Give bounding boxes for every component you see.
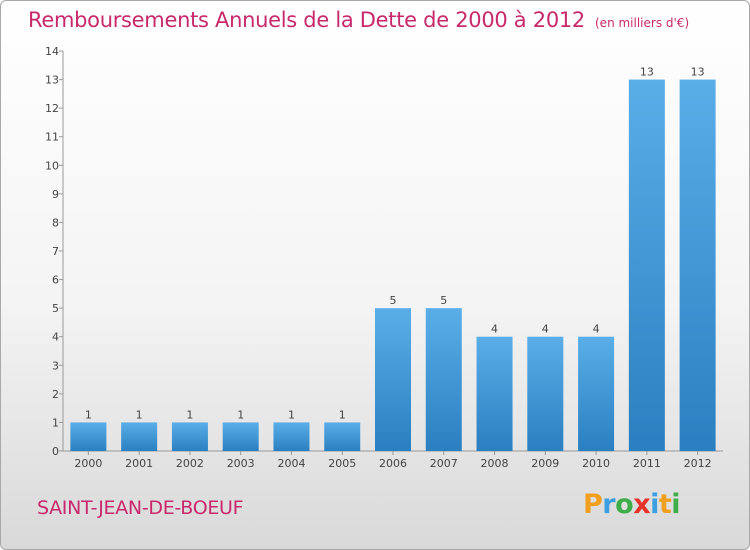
y-tick-label: 10: [45, 159, 59, 172]
bar-2009: [527, 336, 564, 451]
y-tick-label: 8: [52, 216, 59, 229]
x-tick-label: 2001: [125, 457, 153, 470]
y-tick-label: 6: [52, 274, 59, 287]
bar-value-label: 1: [85, 408, 92, 421]
town-name: SAINT-JEAN-DE-BOEUF: [37, 497, 244, 519]
bar-2012: [679, 79, 716, 452]
bar-2000: [70, 422, 107, 451]
chart-title: Remboursements Annuels de la Dette de 20…: [28, 8, 689, 32]
y-tick-label: 9: [52, 188, 59, 201]
x-tick-label: 2009: [531, 457, 559, 470]
bar-2004: [273, 422, 310, 451]
logo-letter: P: [583, 489, 603, 520]
bar-2005: [324, 422, 361, 451]
x-tick-label: 2000: [74, 457, 102, 470]
y-tick-label: 5: [52, 302, 59, 315]
bar-value-label: 5: [440, 294, 447, 307]
logo-letter: o: [615, 489, 634, 520]
x-tick-label: 2008: [481, 457, 509, 470]
logo-letter: r: [602, 489, 616, 520]
bar-value-label: 1: [136, 408, 143, 421]
bar-2002: [171, 422, 208, 451]
bar-value-label: 1: [237, 408, 244, 421]
bar-2006: [375, 308, 411, 451]
x-tick-label: 2007: [430, 457, 458, 470]
bar-value-label: 4: [491, 323, 498, 336]
x-tick-label: 2003: [227, 457, 255, 470]
bar-value-label: 13: [640, 66, 654, 79]
chart-title-text: Remboursements Annuels de la Dette de 20…: [28, 8, 585, 32]
y-tick-label: 13: [45, 74, 59, 87]
bar-2003: [222, 422, 259, 451]
y-tick-label: 1: [52, 416, 59, 429]
bar-2001: [121, 422, 158, 451]
bar-value-label: 4: [593, 323, 600, 336]
y-tick-label: 11: [45, 131, 59, 144]
bar-value-label: 4: [542, 323, 549, 336]
bar-value-label: 1: [339, 408, 346, 421]
y-tick-label: 2: [52, 388, 59, 401]
y-tick-label: 3: [52, 359, 59, 372]
y-tick-label: 0: [52, 445, 59, 458]
bar-2010: [578, 336, 615, 451]
x-tick-label: 2012: [684, 457, 712, 470]
logo-letter: t: [658, 489, 672, 520]
logo-letter: i: [650, 489, 659, 520]
chart-subtitle: (en milliers d'€): [595, 16, 690, 30]
y-tick-label: 14: [45, 45, 59, 58]
x-tick-label: 2005: [328, 457, 356, 470]
logo-letter: i: [671, 489, 681, 520]
y-tick-label: 7: [52, 245, 59, 258]
y-tick-label: 4: [52, 331, 59, 344]
x-tick-label: 2004: [277, 457, 305, 470]
x-tick-label: 2011: [633, 457, 661, 470]
bar-2008: [476, 336, 513, 451]
x-tick-label: 2010: [582, 457, 610, 470]
bar-value-label: 13: [691, 66, 705, 79]
proxiti-logo: Proxiti: [583, 489, 681, 520]
bar-value-label: 1: [186, 408, 193, 421]
bar-2007: [425, 308, 462, 451]
bar-value-label: 1: [288, 408, 295, 421]
y-tick-label: 12: [45, 102, 59, 115]
bar-value-label: 5: [390, 294, 397, 307]
x-tick-label: 2006: [379, 457, 407, 470]
logo-letter: x: [633, 489, 651, 520]
x-tick-label: 2002: [176, 457, 204, 470]
bar-2011: [628, 79, 665, 452]
